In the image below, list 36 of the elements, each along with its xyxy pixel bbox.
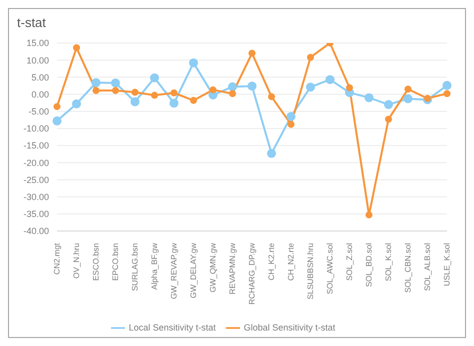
y-tick-label: -5.00: [28, 106, 49, 117]
chart-title: t-stat: [16, 14, 47, 32]
y-tick-label: -25.00: [23, 174, 49, 185]
x-tick-label: CH_N2.rte: [286, 242, 296, 281]
x-tick-label: REVAPMN.gw: [228, 242, 237, 294]
x-tick-label: SOL_AWC.sol: [326, 242, 334, 294]
y-tick-label: 10.00: [26, 55, 49, 66]
x-tick-label: GW_REVAP.gw: [170, 242, 178, 300]
x-tick-label: SOL_ALB.sol: [423, 242, 432, 292]
y-tick-label: 0.00: [31, 89, 49, 100]
x-tick-label: SURLAG.bsn: [130, 243, 140, 292]
x-tick-label: CH_K2.rte: [267, 242, 276, 280]
y-tick-label: -20.00: [23, 158, 49, 168]
y-tick-label: -30.00: [23, 192, 49, 202]
y-tick-label: 5.00: [31, 72, 49, 82]
x-tick-label: RCHARG_DP.gw: [248, 242, 256, 305]
x-tick-label: SOL_BD.sol: [364, 242, 374, 288]
x-tick-label: SLSUBBSN.hru: [306, 243, 315, 300]
x-tick-label: USLE_K.sol: [442, 242, 452, 286]
x-tick-label: CN2.mgt: [52, 242, 62, 275]
x-tick-label: SOL_Z.sol: [345, 242, 354, 281]
legend-label: Global Sensitivity t-stat: [244, 322, 336, 332]
x-tick-label: GW_QMN.gw: [208, 242, 218, 292]
x-tick-label: EPCO.bsn: [111, 243, 120, 281]
x-tick-label: Alpha_BF.gw: [150, 242, 159, 290]
y-tick-label: -15.00: [23, 140, 49, 151]
x-tick-label: ESCO.bsn: [92, 243, 100, 281]
legend-label: Local Sensitivity t-stat: [128, 322, 216, 332]
x-tick-label: SOL_K.sol: [384, 242, 393, 282]
y-tick-label: -40.00: [23, 226, 49, 236]
y-tick-label: 15.00: [26, 38, 49, 48]
y-tick-label: -10.00: [23, 124, 49, 134]
x-tick-label: SOL_CBN.sol: [404, 242, 412, 293]
x-tick-label: GW_DELAY.gw: [189, 242, 198, 298]
y-tick-label: -35.00: [23, 209, 49, 220]
x-tick-label: OV_N.hru: [72, 243, 81, 279]
